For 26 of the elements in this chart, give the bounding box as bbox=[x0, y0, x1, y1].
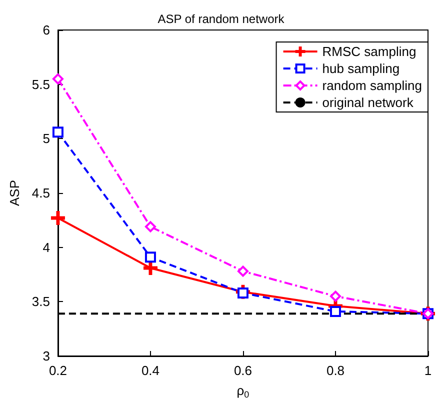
x-tick-label: 1 bbox=[424, 363, 432, 378]
point bbox=[52, 73, 64, 84]
y-tick-label: 5 bbox=[42, 131, 50, 146]
point bbox=[52, 126, 64, 138]
legend-label: original network bbox=[322, 95, 414, 110]
legend-label: hub sampling bbox=[322, 61, 400, 76]
point bbox=[237, 266, 248, 277]
legend-label: random sampling bbox=[322, 78, 422, 93]
point bbox=[330, 306, 341, 317]
x-tick-label: 0.4 bbox=[141, 363, 160, 378]
chart-title: ASP of random network bbox=[158, 12, 286, 26]
y-tick-label: 3.5 bbox=[32, 294, 50, 310]
x-tick-label: 0.8 bbox=[326, 363, 345, 378]
y-tick-label: 4 bbox=[42, 240, 50, 255]
point bbox=[144, 252, 156, 263]
y-tick-label: 5.5 bbox=[32, 76, 50, 92]
y-tick-label: 4.5 bbox=[32, 186, 50, 200]
x-tick-label: 0.6 bbox=[234, 363, 252, 378]
y-tick-label: 6 bbox=[42, 22, 50, 38]
legend-label: RMSC sampling bbox=[322, 44, 416, 59]
point bbox=[144, 221, 156, 232]
y-axis-title: ASP bbox=[7, 180, 22, 206]
point bbox=[330, 290, 341, 302]
y-tick-label: 3 bbox=[42, 348, 50, 364]
x-tick-label: 0.2 bbox=[48, 363, 68, 378]
point bbox=[237, 287, 248, 298]
